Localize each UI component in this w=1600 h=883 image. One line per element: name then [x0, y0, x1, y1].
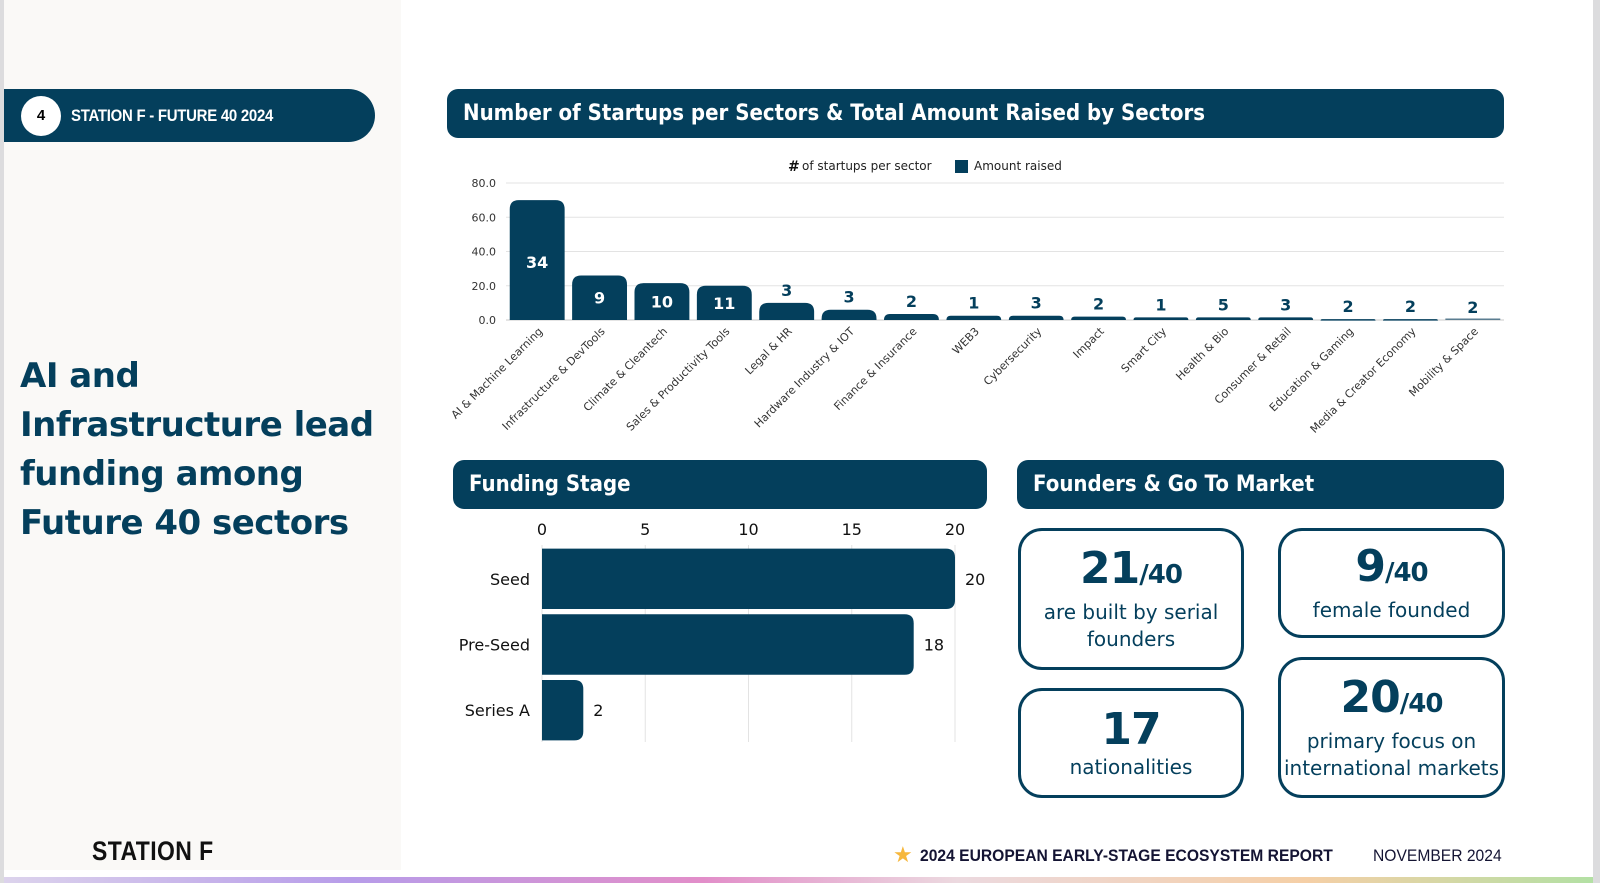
bar-value-label: 18: [924, 636, 944, 655]
y-tick-label: 60.0: [472, 211, 497, 224]
legend-amount-swatch: [955, 160, 968, 173]
x-tick-label: 10: [738, 520, 758, 539]
amount-bar: [1133, 317, 1189, 320]
funding-stage-title-text: Funding Stage: [469, 472, 631, 497]
page-number-badge: 4: [21, 95, 61, 136]
startup-count-label: 3: [1031, 294, 1042, 313]
x-tick-label: 5: [640, 520, 650, 539]
startup-count-label: 3: [843, 288, 854, 307]
x-tick-label: Health & Bio: [1173, 325, 1231, 383]
legend-amount-label: Amount raised: [974, 159, 1062, 173]
funding-bar: [542, 548, 955, 610]
sectors-bar-chart: # of startups per sector Amount raised 0…: [449, 159, 1504, 436]
startup-count-label: 3: [781, 281, 792, 300]
amount-bar: [821, 309, 877, 320]
amount-bar: [1195, 317, 1251, 320]
y-tick-label: 80.0: [472, 177, 497, 190]
startup-count-label: 2: [906, 292, 917, 311]
x-tick-label: Impact: [1071, 324, 1108, 361]
funding-stage-chart: 0 5 10 15 20 Seed 20 Pre-Seed 18 Series A 2: [459, 520, 985, 742]
bar-value-label: 20: [965, 570, 985, 589]
amount-bar: [883, 314, 939, 320]
amount-bar: [1320, 319, 1376, 321]
x-tick-label: Media & Creator Economy: [1308, 325, 1419, 436]
x-tick-label: Mobility & Space: [1406, 325, 1481, 400]
startup-count-label: 34: [526, 253, 548, 272]
amount-bar: [696, 285, 752, 320]
amount-bar: [759, 302, 815, 320]
y-tick-label: 0.0: [479, 314, 497, 327]
amount-bar: [946, 315, 1002, 320]
chart-legend: # of startups per sector Amount raised: [788, 159, 1062, 175]
x-tick-label: Cybersecurity: [981, 325, 1045, 389]
amount-bar: [1445, 318, 1501, 320]
stat-description: primary focus on international markets: [1283, 728, 1500, 780]
x-tick-label: WEB3: [950, 325, 982, 357]
sectors-chart-title: Number of Startups per Sectors & Total A…: [447, 89, 1504, 138]
amount-bar: [1382, 319, 1438, 321]
startup-count-label: 3: [1280, 295, 1291, 314]
legend-startups-label: of startups per sector: [802, 159, 932, 173]
amount-bar: [509, 200, 565, 320]
stat-card-international: 20/40 primary focus on international mark…: [1278, 657, 1505, 798]
founders-title-text: Founders & Go To Market: [1033, 472, 1315, 497]
stat-value: 17: [1101, 703, 1161, 755]
page-headline: AI and Infrastructure lead funding among…: [20, 356, 374, 543]
amount-bar: [1071, 316, 1127, 320]
startup-count-label: 5: [1218, 295, 1229, 314]
stat-description: are built by serial founders: [1043, 600, 1219, 651]
y-tick-label: 40.0: [472, 246, 497, 259]
footer-date: NOVEMBER 2024: [1373, 846, 1502, 865]
y-tick-label: 20.0: [472, 280, 497, 293]
funding-bar: [542, 614, 914, 675]
startup-count-label: 11: [713, 294, 735, 313]
startup-count-label: 2: [1093, 295, 1104, 314]
bar-value-label: 2: [593, 701, 603, 720]
x-tick-label: 0: [537, 520, 547, 539]
footer-report-title: 2024 EUROPEAN EARLY-STAGE ECOSYSTEM REPO…: [920, 846, 1333, 865]
y-category-label: Pre-Seed: [459, 636, 530, 655]
stat-card-nationalities: 17 nationalities: [1018, 688, 1244, 798]
amount-bar: [572, 275, 628, 320]
startup-count-label: 1: [1155, 295, 1166, 314]
x-tick-label: Legal & HR: [743, 325, 796, 378]
startup-count-label: 2: [1405, 297, 1416, 316]
startup-count-label: 9: [594, 289, 605, 308]
stat-card-female-founded: 9/40 female founded: [1278, 528, 1505, 638]
stat-value: 20/40: [1340, 671, 1444, 723]
x-tick-label: Hardware Industry & IOT: [752, 325, 858, 431]
stat-description: female founded: [1312, 597, 1471, 622]
section-pill: 4 STATION F - FUTURE 40 2024: [4, 89, 375, 142]
startup-count-label: 2: [1467, 298, 1478, 317]
legend-hash-symbol: #: [788, 159, 800, 175]
decorative-gradient-strip: [4, 877, 1593, 883]
funding-stage-title: Funding Stage: [453, 460, 987, 509]
left-panel: [4, 0, 401, 870]
amount-bar: [1008, 315, 1064, 320]
x-tick-label: 15: [842, 520, 862, 539]
founders-title: Founders & Go To Market: [1017, 460, 1504, 509]
startup-count-label: 1: [968, 294, 979, 313]
startup-count-label: 10: [651, 293, 673, 312]
amount-bar: [1258, 317, 1314, 320]
station-f-logo: STATION F: [92, 836, 214, 866]
window-edge-right: [1593, 0, 1600, 883]
x-tick-label: Infrastructure & DevTools: [500, 325, 608, 433]
x-tick-label: Sales & Productivity Tools: [624, 325, 733, 434]
x-tick-label: Smart City: [1119, 325, 1170, 376]
startup-count-label: 2: [1342, 297, 1353, 316]
stat-description: nationalities: [1069, 754, 1193, 779]
x-tick-label: 20: [945, 520, 965, 539]
y-category-label: Seed: [490, 570, 530, 589]
star-icon: ★: [893, 843, 913, 868]
stat-card-serial-founders: 21/40 are built by serial founders: [1018, 528, 1244, 670]
stat-value: 21/40: [1080, 543, 1183, 594]
amount-bar: [634, 283, 690, 320]
window-edge-left: [0, 0, 4, 883]
funding-bar: [542, 679, 584, 741]
y-category-label: Series A: [465, 701, 530, 720]
sectors-chart-title-text: Number of Startups per Sectors & Total A…: [463, 101, 1206, 126]
section-pill-label: STATION F - FUTURE 40 2024: [71, 105, 274, 125]
stat-value: 9/40: [1355, 540, 1428, 592]
